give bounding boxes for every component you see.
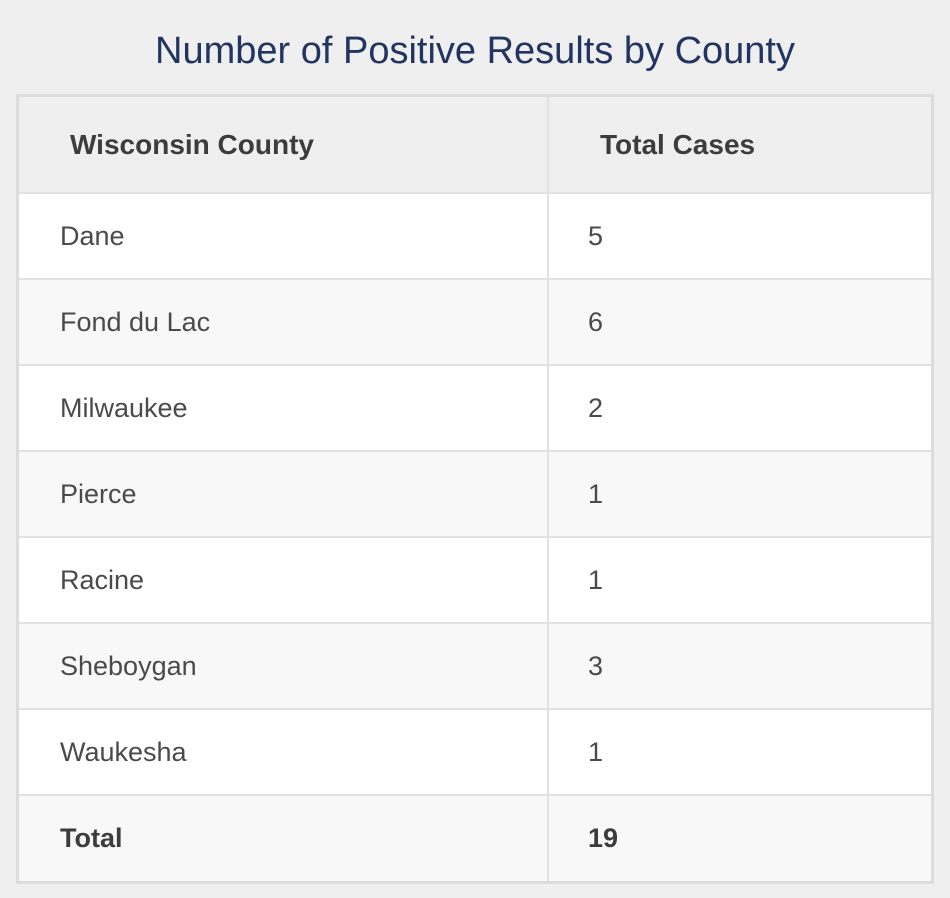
cases-cell: 1 — [588, 478, 604, 509]
page-title: Number of Positive Results by County — [155, 30, 795, 72]
cases-cell: 3 — [588, 650, 604, 681]
cases-cell: 1 — [588, 564, 604, 595]
county-cell: Sheboygan — [19, 624, 549, 708]
county-cases-table: Wisconsin County Total Cases Dane 5 Fond… — [16, 94, 934, 884]
cases-cell: 5 — [588, 220, 604, 251]
table-row: Pierce 1 — [19, 452, 931, 538]
table-row: Racine 1 — [19, 538, 931, 624]
county-cell: Fond du Lac — [19, 280, 549, 364]
county-cell: Waukesha — [19, 710, 549, 794]
county-cell: Pierce — [19, 452, 549, 536]
county-cell: Dane — [19, 194, 549, 278]
table-header-row: Wisconsin County Total Cases — [19, 97, 931, 194]
county-cell: Milwaukee — [19, 366, 549, 450]
cases-cell: 6 — [588, 306, 604, 337]
total-label-cell: Total — [19, 796, 549, 881]
table-row: Fond du Lac 6 — [19, 280, 931, 366]
column-header-total-cases: Total Cases — [600, 128, 756, 160]
cases-cell: 2 — [588, 392, 604, 423]
total-value-cell: 19 — [588, 823, 619, 853]
table-row: Dane 5 — [19, 194, 931, 280]
column-header-county: Wisconsin County — [19, 97, 549, 192]
table-total-row: Total 19 — [19, 796, 931, 881]
cases-cell: 1 — [588, 736, 604, 767]
table-row: Milwaukee 2 — [19, 366, 931, 452]
county-cell: Racine — [19, 538, 549, 622]
table-row: Sheboygan 3 — [19, 624, 931, 710]
table-row: Waukesha 1 — [19, 710, 931, 796]
